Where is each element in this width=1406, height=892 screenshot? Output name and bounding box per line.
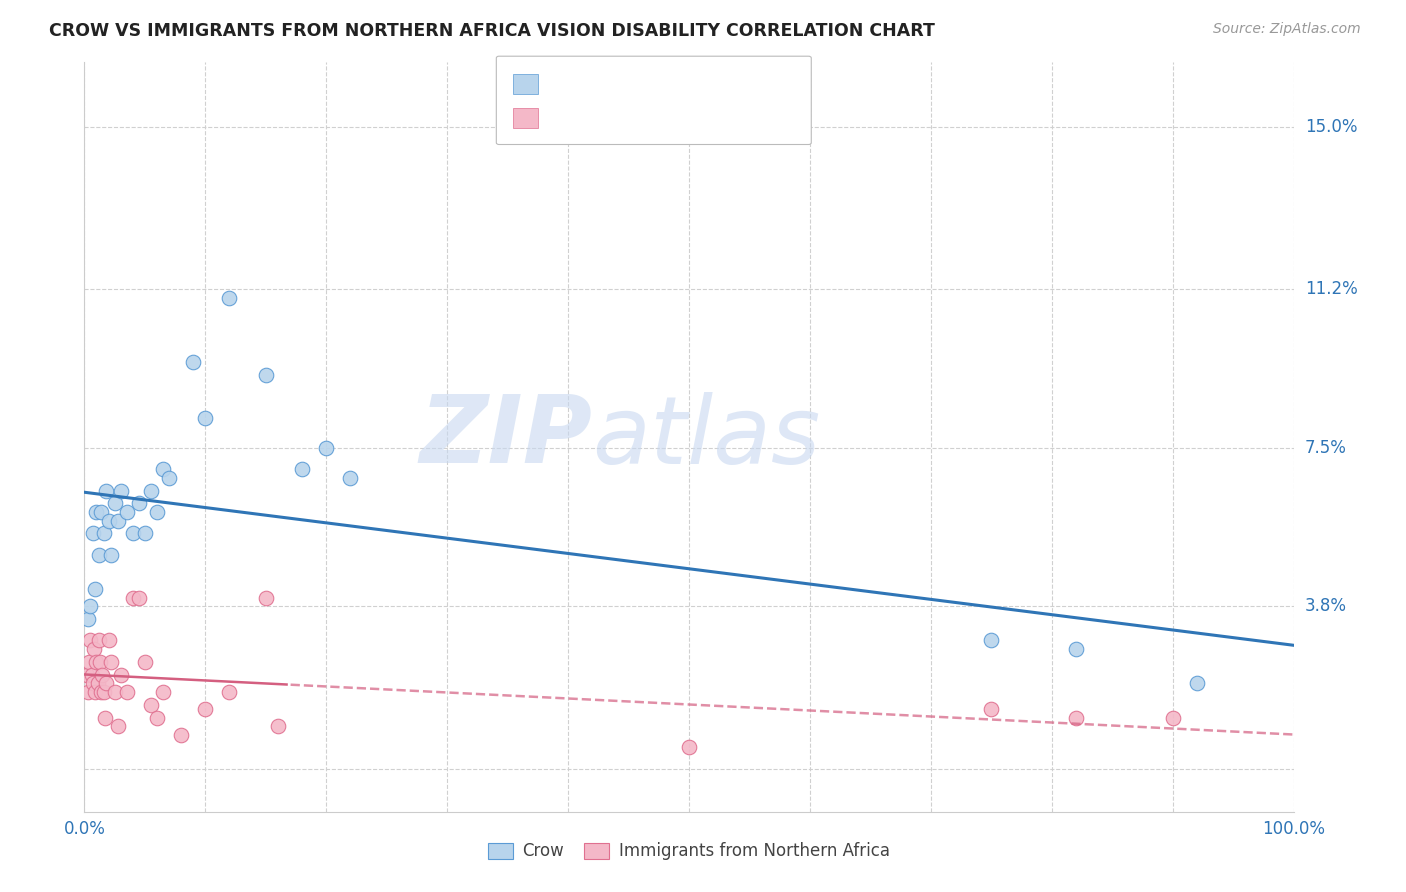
Point xyxy=(82,526,104,541)
Point xyxy=(1185,676,1208,690)
Point xyxy=(115,505,138,519)
Point xyxy=(104,685,127,699)
Point xyxy=(134,655,156,669)
Point xyxy=(94,676,117,690)
Text: CROW VS IMMIGRANTS FROM NORTHERN AFRICA VISION DISABILITY CORRELATION CHART: CROW VS IMMIGRANTS FROM NORTHERN AFRICA … xyxy=(49,22,935,40)
Point xyxy=(97,514,120,528)
Point xyxy=(79,599,101,614)
Point xyxy=(128,591,150,605)
Point xyxy=(121,591,143,605)
Point xyxy=(86,676,108,690)
Point xyxy=(83,642,105,657)
Point xyxy=(90,505,112,519)
Point xyxy=(218,685,240,699)
Point xyxy=(77,655,100,669)
Point xyxy=(157,471,180,485)
Point xyxy=(128,496,150,510)
Point xyxy=(87,548,110,562)
Point xyxy=(170,728,193,742)
Text: atlas: atlas xyxy=(592,392,821,483)
Point xyxy=(97,633,120,648)
Point xyxy=(194,702,217,716)
Text: 7.5%: 7.5% xyxy=(1305,439,1347,457)
Point xyxy=(218,291,240,305)
Text: R = -0.488   N = 32: R = -0.488 N = 32 xyxy=(548,69,718,87)
Text: R = -0.038   N = 38: R = -0.038 N = 38 xyxy=(548,103,720,120)
Point xyxy=(110,483,132,498)
Point xyxy=(90,685,112,699)
Point xyxy=(110,667,132,681)
Point xyxy=(82,676,104,690)
Legend: Crow, Immigrants from Northern Africa: Crow, Immigrants from Northern Africa xyxy=(481,836,897,867)
Point xyxy=(107,719,129,733)
Point xyxy=(100,655,122,669)
Point xyxy=(84,582,107,596)
Point xyxy=(1161,710,1184,724)
Point xyxy=(146,710,169,724)
Point xyxy=(93,685,115,699)
Point xyxy=(339,471,361,485)
Point xyxy=(134,526,156,541)
Point xyxy=(121,526,143,541)
Point xyxy=(104,496,127,510)
Text: 3.8%: 3.8% xyxy=(1305,598,1347,615)
Point xyxy=(93,526,115,541)
Point xyxy=(146,505,169,519)
Point xyxy=(86,655,108,669)
Point xyxy=(980,633,1002,648)
Point xyxy=(79,633,101,648)
Text: Source: ZipAtlas.com: Source: ZipAtlas.com xyxy=(1213,22,1361,37)
Point xyxy=(91,667,114,681)
Point xyxy=(980,702,1002,716)
Point xyxy=(267,719,290,733)
Text: ZIP: ZIP xyxy=(419,391,592,483)
Point xyxy=(139,483,162,498)
Point xyxy=(152,685,174,699)
Point xyxy=(1064,710,1087,724)
Point xyxy=(678,740,700,755)
Point xyxy=(315,441,337,455)
Text: 11.2%: 11.2% xyxy=(1305,280,1357,298)
Point xyxy=(80,667,103,681)
Point xyxy=(1064,642,1087,657)
Point xyxy=(89,655,111,669)
Point xyxy=(152,462,174,476)
Point xyxy=(100,548,122,562)
Point xyxy=(86,505,108,519)
Point xyxy=(139,698,162,712)
Point xyxy=(194,410,217,425)
Point xyxy=(77,612,100,626)
Point xyxy=(94,710,117,724)
Text: 15.0%: 15.0% xyxy=(1305,118,1357,136)
Point xyxy=(254,368,277,382)
Point xyxy=(181,355,204,369)
Point xyxy=(84,685,107,699)
Point xyxy=(76,667,98,681)
Point xyxy=(115,685,138,699)
Point xyxy=(254,591,277,605)
Point xyxy=(291,462,314,476)
Point xyxy=(87,633,110,648)
Point xyxy=(94,483,117,498)
Point xyxy=(77,685,100,699)
Point xyxy=(107,514,129,528)
